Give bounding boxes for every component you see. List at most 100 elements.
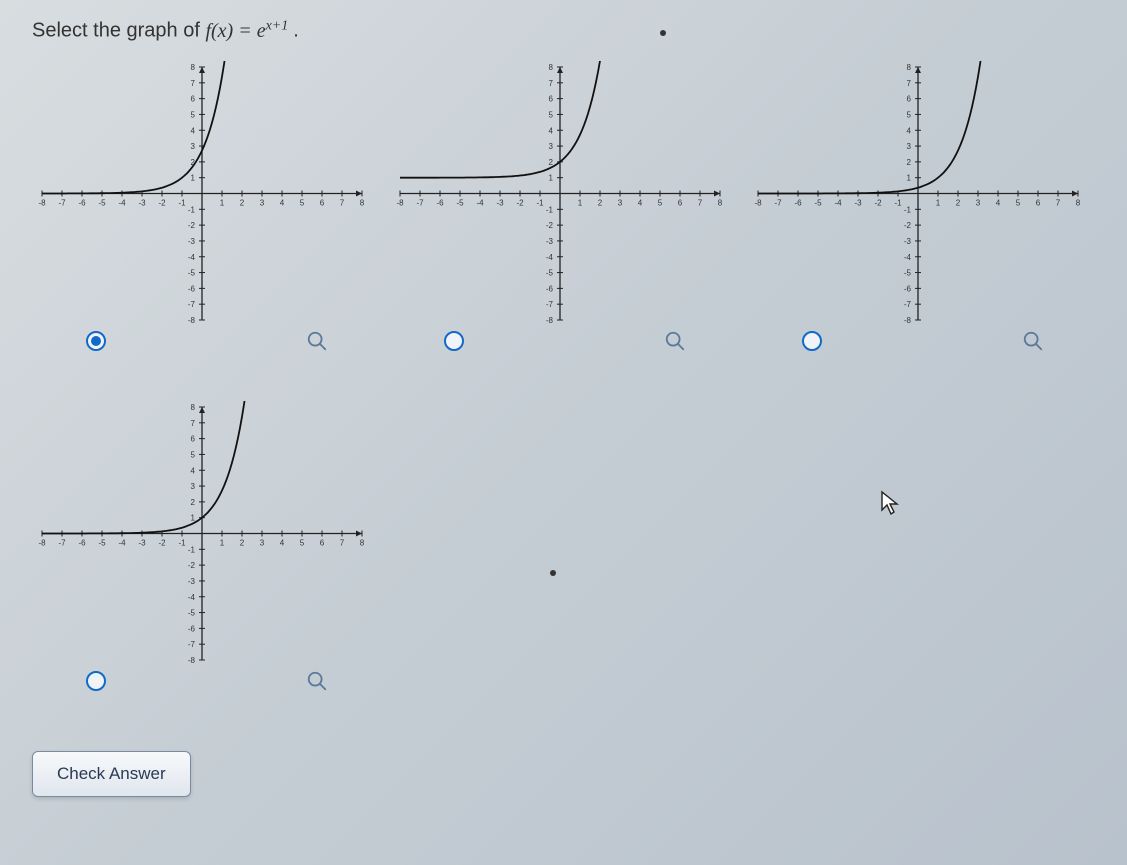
svg-text:2: 2 (907, 158, 912, 167)
zoom-icon[interactable] (664, 330, 686, 352)
graph-plot[interactable]: -8-7-6-5-4-3-2-112345678-8-7-6-5-4-3-2-1… (32, 401, 372, 666)
svg-text:-2: -2 (158, 538, 166, 547)
svg-text:4: 4 (191, 466, 196, 475)
svg-text:-3: -3 (904, 237, 912, 246)
graph-option: -8-7-6-5-4-3-2-112345678-8-7-6-5-4-3-2-1… (32, 401, 382, 731)
svg-text:5: 5 (300, 198, 305, 207)
svg-text:-2: -2 (904, 221, 912, 230)
svg-text:-4: -4 (118, 538, 126, 547)
svg-text:7: 7 (191, 418, 196, 427)
zoom-icon[interactable] (306, 330, 328, 352)
svg-text:3: 3 (260, 538, 265, 547)
svg-text:4: 4 (996, 198, 1001, 207)
svg-text:-6: -6 (78, 198, 86, 207)
graph-option: -8-7-6-5-4-3-2-112345678-8-7-6-5-4-3-2-1… (32, 61, 382, 391)
graph-controls (32, 670, 382, 692)
svg-text:6: 6 (678, 198, 683, 207)
svg-text:-7: -7 (188, 640, 196, 649)
svg-text:-7: -7 (188, 300, 196, 309)
svg-text:-2: -2 (546, 221, 554, 230)
graph-controls (390, 330, 740, 352)
check-answer-label: Check Answer (57, 764, 166, 783)
svg-text:7: 7 (340, 198, 345, 207)
check-answer-button[interactable]: Check Answer (32, 751, 191, 797)
svg-text:8: 8 (191, 403, 196, 412)
graph-plot[interactable]: -8-7-6-5-4-3-2-112345678-8-7-6-5-4-3-2-1… (32, 61, 372, 326)
svg-text:6: 6 (191, 434, 196, 443)
svg-text:-1: -1 (546, 205, 554, 214)
svg-text:-7: -7 (774, 198, 782, 207)
svg-text:-1: -1 (178, 538, 186, 547)
svg-text:1: 1 (936, 198, 941, 207)
svg-text:4: 4 (280, 198, 285, 207)
graph-radio[interactable] (86, 671, 106, 691)
svg-text:-6: -6 (188, 624, 196, 633)
svg-text:-8: -8 (396, 198, 404, 207)
svg-text:-5: -5 (814, 198, 822, 207)
svg-text:-3: -3 (138, 538, 146, 547)
svg-text:-1: -1 (904, 205, 912, 214)
svg-text:7: 7 (907, 78, 912, 87)
graph-radio[interactable] (444, 331, 464, 351)
image-artifact-dot (660, 30, 666, 36)
svg-text:8: 8 (718, 198, 723, 207)
svg-text:4: 4 (907, 126, 912, 135)
svg-text:7: 7 (549, 78, 554, 87)
svg-text:6: 6 (907, 94, 912, 103)
svg-text:-3: -3 (188, 237, 196, 246)
svg-text:-4: -4 (546, 252, 554, 261)
svg-text:-3: -3 (188, 577, 196, 586)
svg-text:2: 2 (240, 198, 245, 207)
svg-text:-6: -6 (436, 198, 444, 207)
svg-text:-5: -5 (188, 608, 196, 617)
svg-text:-4: -4 (476, 198, 484, 207)
image-artifact-dot (550, 570, 556, 576)
svg-text:-2: -2 (516, 198, 524, 207)
svg-text:-8: -8 (188, 316, 196, 325)
svg-text:-7: -7 (416, 198, 424, 207)
svg-text:3: 3 (191, 482, 196, 491)
graph-option: -8-7-6-5-4-3-2-112345678-8-7-6-5-4-3-2-1… (748, 61, 1098, 391)
zoom-icon[interactable] (306, 670, 328, 692)
svg-text:1: 1 (907, 173, 912, 182)
svg-text:4: 4 (549, 126, 554, 135)
graph-option: -8-7-6-5-4-3-2-112345678-8-7-6-5-4-3-2-1… (390, 61, 740, 391)
svg-text:-2: -2 (188, 221, 196, 230)
svg-text:-8: -8 (188, 656, 196, 665)
graph-plot[interactable]: -8-7-6-5-4-3-2-112345678-8-7-6-5-4-3-2-1… (390, 61, 730, 326)
svg-text:-5: -5 (904, 268, 912, 277)
svg-text:-7: -7 (58, 198, 66, 207)
svg-text:-2: -2 (158, 198, 166, 207)
svg-text:2: 2 (549, 158, 554, 167)
svg-text:1: 1 (220, 538, 225, 547)
svg-text:5: 5 (1016, 198, 1021, 207)
svg-text:8: 8 (1076, 198, 1081, 207)
svg-text:2: 2 (191, 498, 196, 507)
question-text: Select the graph of f(x) = ex+1 . (32, 18, 1095, 43)
svg-text:-1: -1 (536, 198, 544, 207)
question-prefix: Select the graph of (32, 20, 205, 42)
svg-text:8: 8 (360, 198, 365, 207)
graph-grid: -8 -7 -6 -5 -4 -3 -2 -1 1 2 3 4 5 6 7 8 -8 -7 -6 -5 -4 -3 -2 -1… (32, 61, 1095, 731)
svg-text:-4: -4 (188, 252, 196, 261)
question-function: f(x) = ex+1 (205, 20, 293, 42)
svg-text:3: 3 (907, 142, 912, 151)
svg-text:-7: -7 (546, 300, 554, 309)
svg-text:6: 6 (320, 198, 325, 207)
svg-text:-2: -2 (874, 198, 882, 207)
graph-radio[interactable] (86, 331, 106, 351)
zoom-icon[interactable] (1022, 330, 1044, 352)
graph-plot[interactable]: -8-7-6-5-4-3-2-112345678-8-7-6-5-4-3-2-1… (748, 61, 1088, 326)
svg-text:6: 6 (549, 94, 554, 103)
svg-text:-6: -6 (188, 284, 196, 293)
svg-text:3: 3 (618, 198, 623, 207)
svg-text:-7: -7 (904, 300, 912, 309)
svg-text:-1: -1 (188, 205, 196, 214)
svg-text:5: 5 (191, 450, 196, 459)
svg-text:-4: -4 (834, 198, 842, 207)
svg-text:5: 5 (907, 110, 912, 119)
svg-text:8: 8 (907, 63, 912, 72)
graph-controls (748, 330, 1098, 352)
graph-radio[interactable] (802, 331, 822, 351)
svg-text:8: 8 (191, 63, 196, 72)
